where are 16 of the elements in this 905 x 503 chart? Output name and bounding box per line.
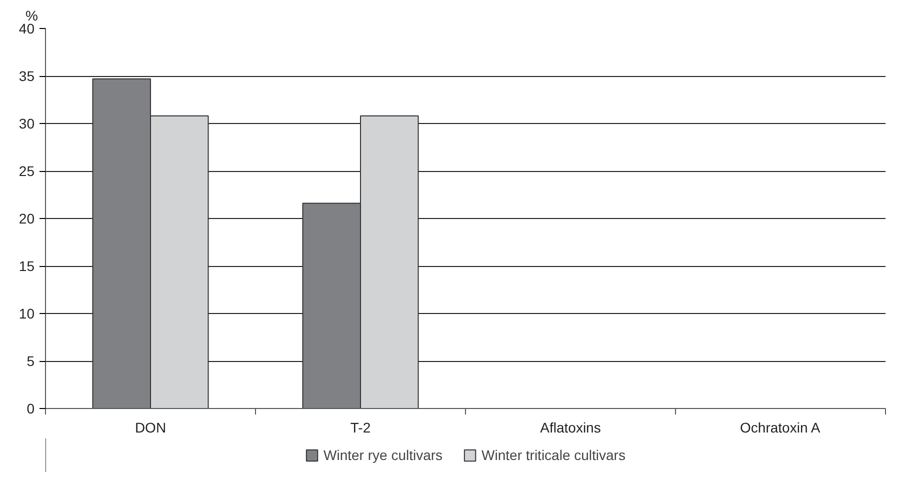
legend-label: Winter triticale cultivars [482, 447, 626, 463]
y-tick-label: 30 [18, 116, 35, 132]
y-tick-label: 35 [18, 68, 35, 84]
y-tick-label: 20 [18, 210, 35, 226]
y-tick-label: 25 [18, 163, 35, 179]
y-tick-label: 0 [26, 400, 35, 416]
y-tick-label: 10 [18, 306, 35, 322]
y-tick-label: 40 [18, 20, 35, 36]
x-tick-label: DON [134, 420, 166, 436]
legend-label: Winter rye cultivars [324, 447, 443, 463]
y-tick-label: 15 [18, 258, 35, 274]
x-tick-label: T-2 [350, 420, 371, 436]
x-tick-label: Ochratoxin A [740, 420, 821, 436]
y-tick-label: 5 [26, 353, 35, 369]
y-axis-title: % [26, 8, 38, 24]
x-tick-label: Aflatoxins [540, 420, 601, 436]
